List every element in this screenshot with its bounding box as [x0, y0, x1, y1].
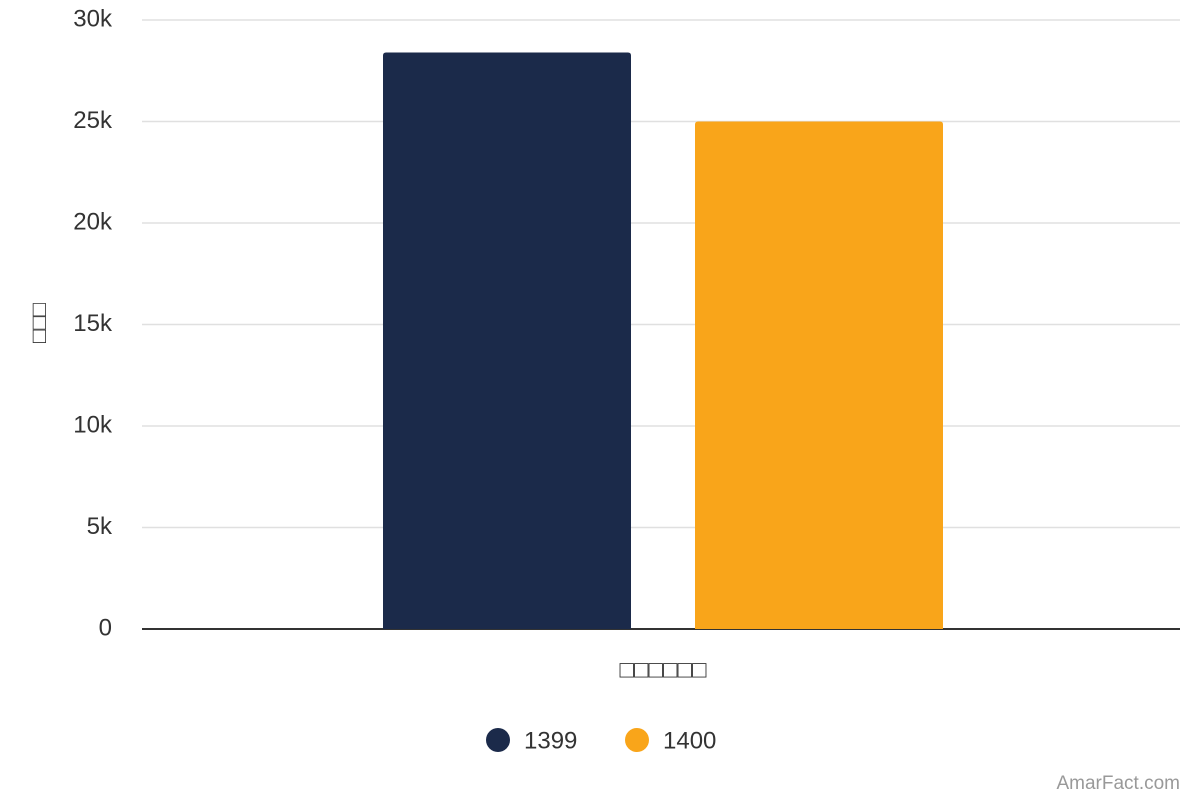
legend-marker	[486, 728, 510, 752]
y-tick-label: 0	[99, 614, 112, 641]
y-tick-label: 30k	[73, 5, 113, 32]
x-tick-label: □□□□□□	[620, 656, 707, 683]
y-tick-label: 15k	[73, 310, 113, 337]
legend-marker	[625, 728, 649, 752]
y-tick-label: 5k	[87, 513, 113, 540]
y-axis-title: □□□	[26, 303, 51, 343]
y-tick-label: 20k	[73, 208, 113, 235]
y-tick-label: 10k	[73, 411, 113, 438]
legend-label: 1400	[663, 727, 716, 754]
y-tick-label: 25k	[73, 107, 113, 134]
bar	[383, 52, 631, 630]
legend-label: 1399	[524, 727, 577, 754]
bar	[695, 121, 943, 629]
credit: AmarFact.com	[1056, 773, 1180, 794]
